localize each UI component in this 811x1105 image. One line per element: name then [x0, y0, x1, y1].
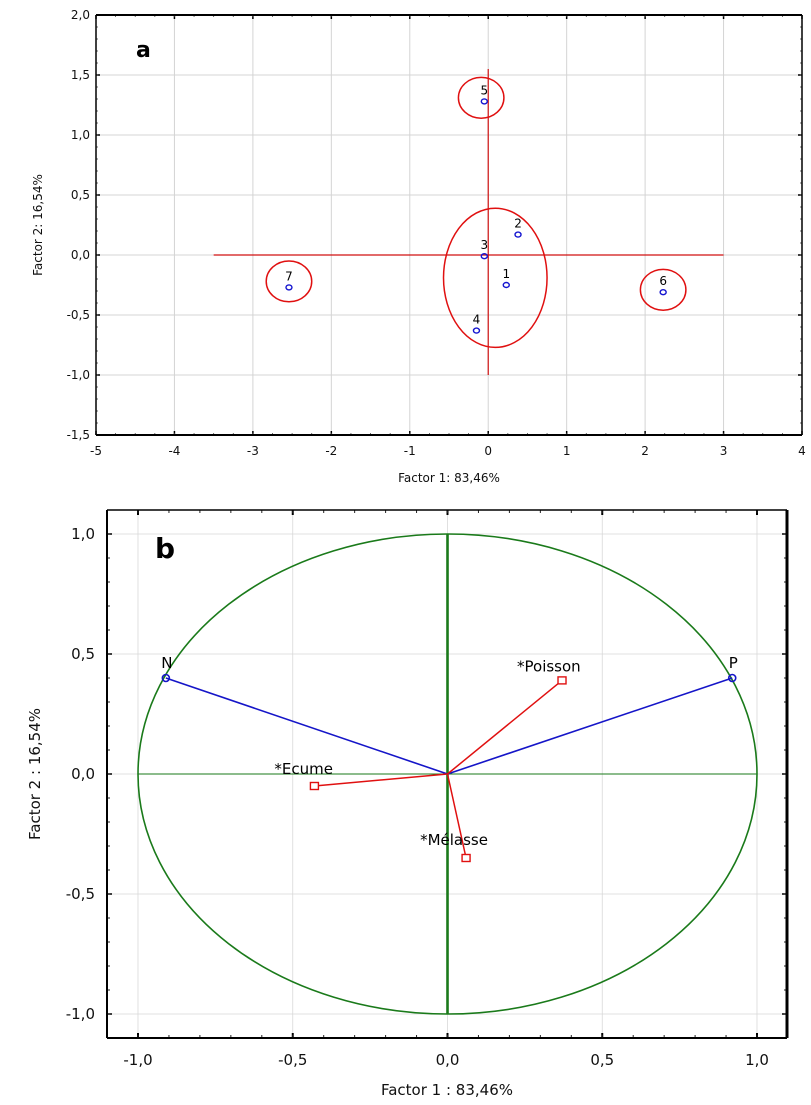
b-supplementary-label: *Poisson: [517, 657, 581, 675]
b-active-vector: [165, 677, 448, 775]
a-y-tick-label: -0,5: [67, 308, 90, 322]
a-gridlines: [96, 15, 802, 435]
a-x-tick-label: 0: [484, 444, 492, 458]
b-active-marker: [727, 673, 737, 683]
a-y-tick-label: 2,0: [71, 8, 90, 22]
a-reference-lines: [213, 69, 724, 375]
b-supplementary-marker: [557, 676, 567, 685]
a-x-tick-label: 2: [641, 444, 649, 458]
a-point-marker: [285, 284, 293, 291]
a-y-tick-label: 1,5: [71, 68, 90, 82]
b-y-tick-label: 1,0: [71, 525, 95, 543]
b-supplementary-label: *Ecume: [274, 760, 333, 778]
a-x-tick-label: -3: [247, 444, 259, 458]
b-supplementary-vector: [446, 773, 467, 859]
a-group-ellipses: [265, 76, 687, 349]
a-y-tick-label: 0,5: [71, 188, 90, 202]
a-point-marker: [480, 253, 488, 260]
a-point-marker: [502, 281, 510, 289]
panel-letter-a: a: [136, 38, 151, 63]
a-points: 1 2 3 4 5 6 7: [285, 83, 667, 334]
b-y-axis-title: Factor 2 : 16,54%: [26, 708, 44, 840]
b-x-tick-label: 1,0: [745, 1051, 769, 1069]
b-active-vector: [447, 677, 733, 775]
b-x-tick-label: -1,0: [123, 1051, 152, 1069]
a-point-label: 7: [285, 269, 293, 283]
b-supplementary-label: *Mélasse: [420, 831, 488, 849]
b-x-tick-label: -0,5: [278, 1051, 307, 1069]
a-y-tick-label: 0,0: [71, 248, 90, 262]
a-point-label: 5: [480, 83, 488, 97]
a-point-marker: [514, 231, 522, 238]
a-x-tick-label: -4: [168, 444, 180, 458]
b-supplementary-vector: [314, 773, 448, 787]
b-supplementary-vector: [447, 679, 563, 775]
a-point-label: 2: [514, 217, 522, 231]
a-point-label: 1: [502, 267, 510, 281]
panel-letter-b: b: [155, 532, 175, 565]
b-axes: -1,0 -0,5 0,0 0,5 1,0 -1,0 -0,5 0,0 0,5 1,0: [66, 509, 789, 1069]
a-point-label: 6: [659, 274, 667, 288]
a-axes: -5 -4 -3 -2 -1 0 1 2 3 4 -1,5 -1,0 -0,5 0,0 0,5 1,0 1,5 2…: [67, 8, 806, 458]
a-group-ellipse: [457, 76, 505, 119]
b-variable-vectors: N P *Poisson *Ecume *Mélasse: [161, 654, 738, 863]
b-x-axis-title: Factor 1 : 83,46%: [381, 1081, 513, 1099]
a-x-tick-label: -5: [90, 444, 102, 458]
b-active-label: N: [161, 654, 172, 672]
a-group-ellipse: [265, 260, 313, 303]
b-y-tick-label: 0,0: [71, 765, 95, 783]
a-x-tick-label: 3: [720, 444, 728, 458]
b-supplementary-marker: [461, 853, 471, 863]
b-active-label: P: [729, 654, 738, 672]
a-group-ellipse: [442, 207, 548, 349]
a-x-tick-label: -2: [325, 444, 337, 458]
a-y-tick-label: -1,5: [67, 428, 90, 442]
a-point-marker: [480, 98, 488, 105]
b-y-tick-label: -0,5: [66, 885, 95, 903]
a-y-axis-title: Factor 2: 16,54%: [31, 174, 45, 276]
a-x-tick-label: 4: [798, 444, 806, 458]
a-point-label: 4: [473, 313, 481, 327]
a-point-marker: [659, 289, 667, 296]
a-x-tick-label: -1: [404, 444, 416, 458]
b-x-tick-label: 0,0: [436, 1051, 460, 1069]
panel-a: 1 2 3 4 5 6 7 -5 -4 -3 -2 -1 0 1 2 3 4 -1,5 -1,0 -0,5 0,0 0,…: [31, 8, 806, 485]
b-y-tick-label: 0,5: [71, 645, 95, 663]
a-y-tick-label: -1,0: [67, 368, 90, 382]
panel-b: N P *Poisson *Ecume *Mélasse -1,0 -0,5 0,0 0,5 1…: [26, 509, 789, 1099]
b-x-tick-label: 0,5: [590, 1051, 614, 1069]
a-y-tick-label: 1,0: [71, 128, 90, 142]
b-y-tick-label: -1,0: [66, 1005, 95, 1023]
a-point-label: 3: [480, 238, 488, 252]
a-x-tick-label: 1: [563, 444, 571, 458]
a-point-marker: [472, 327, 481, 334]
b-active-marker: [161, 673, 171, 683]
a-group-ellipse: [639, 268, 687, 311]
a-x-axis-title: Factor 1: 83,46%: [398, 471, 500, 485]
b-supplementary-marker: [309, 781, 320, 791]
